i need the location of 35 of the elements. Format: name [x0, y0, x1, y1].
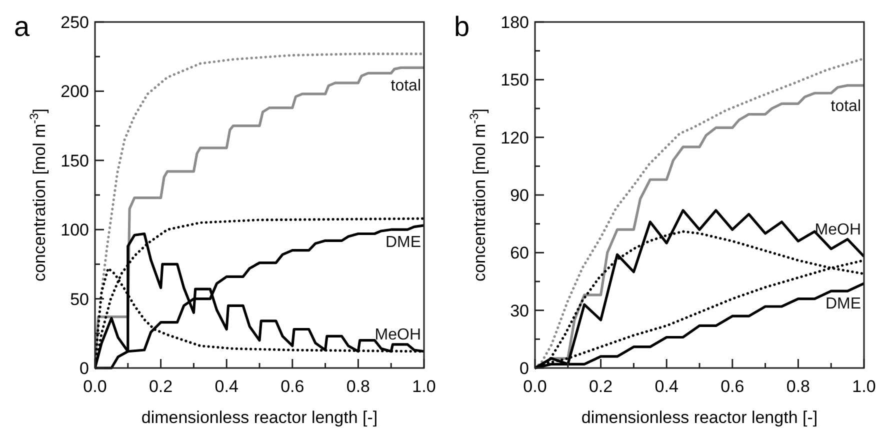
series-label: total — [830, 98, 861, 116]
x-tick-label: 0.6 — [280, 377, 304, 396]
y-tick-label: 60 — [510, 244, 529, 263]
y-tick-label: 250 — [60, 13, 89, 32]
series-label: MeOH — [814, 222, 861, 239]
y-tick-label: 150 — [500, 70, 529, 90]
x-tick-label: 0.0 — [523, 377, 547, 396]
y-tick-label: 120 — [500, 128, 529, 148]
series-label: DME — [825, 296, 861, 313]
y-tick-label: 0 — [80, 359, 89, 378]
x-tick-label: 1.0 — [852, 377, 876, 396]
y-tick-label: 50 — [70, 290, 89, 309]
y-tick-label: 0 — [520, 359, 529, 378]
series-label: DME — [385, 234, 421, 252]
x-tick-label: 0.2 — [148, 377, 173, 396]
x-tick-label: 0.8 — [786, 377, 810, 396]
x-tick-label: 1.0 — [412, 377, 436, 396]
x-tick-label: 0.2 — [588, 377, 613, 396]
chart-title: a — [14, 11, 30, 42]
x-axis-title: dimensionless reactor length [-] — [581, 408, 818, 427]
y-tick-label: 200 — [60, 82, 89, 102]
series-label: MeOH — [374, 326, 421, 344]
chart-title: b — [454, 11, 470, 42]
x-axis-title: dimensionless reactor length [-] — [141, 408, 378, 427]
x-tick-label: 0.8 — [346, 377, 370, 396]
x-tick-label: 0.0 — [83, 377, 107, 396]
y-tick-label: 180 — [500, 13, 529, 32]
y-tick-label: 100 — [60, 220, 89, 240]
y-tick-label: 150 — [60, 151, 89, 170]
x-tick-label: 0.6 — [720, 377, 744, 396]
series-label: total — [390, 78, 421, 95]
x-tick-label: 0.4 — [214, 377, 238, 396]
x-tick-label: 0.4 — [654, 377, 678, 396]
y-tick-label: 90 — [510, 186, 529, 205]
y-tick-label: 30 — [510, 301, 529, 320]
